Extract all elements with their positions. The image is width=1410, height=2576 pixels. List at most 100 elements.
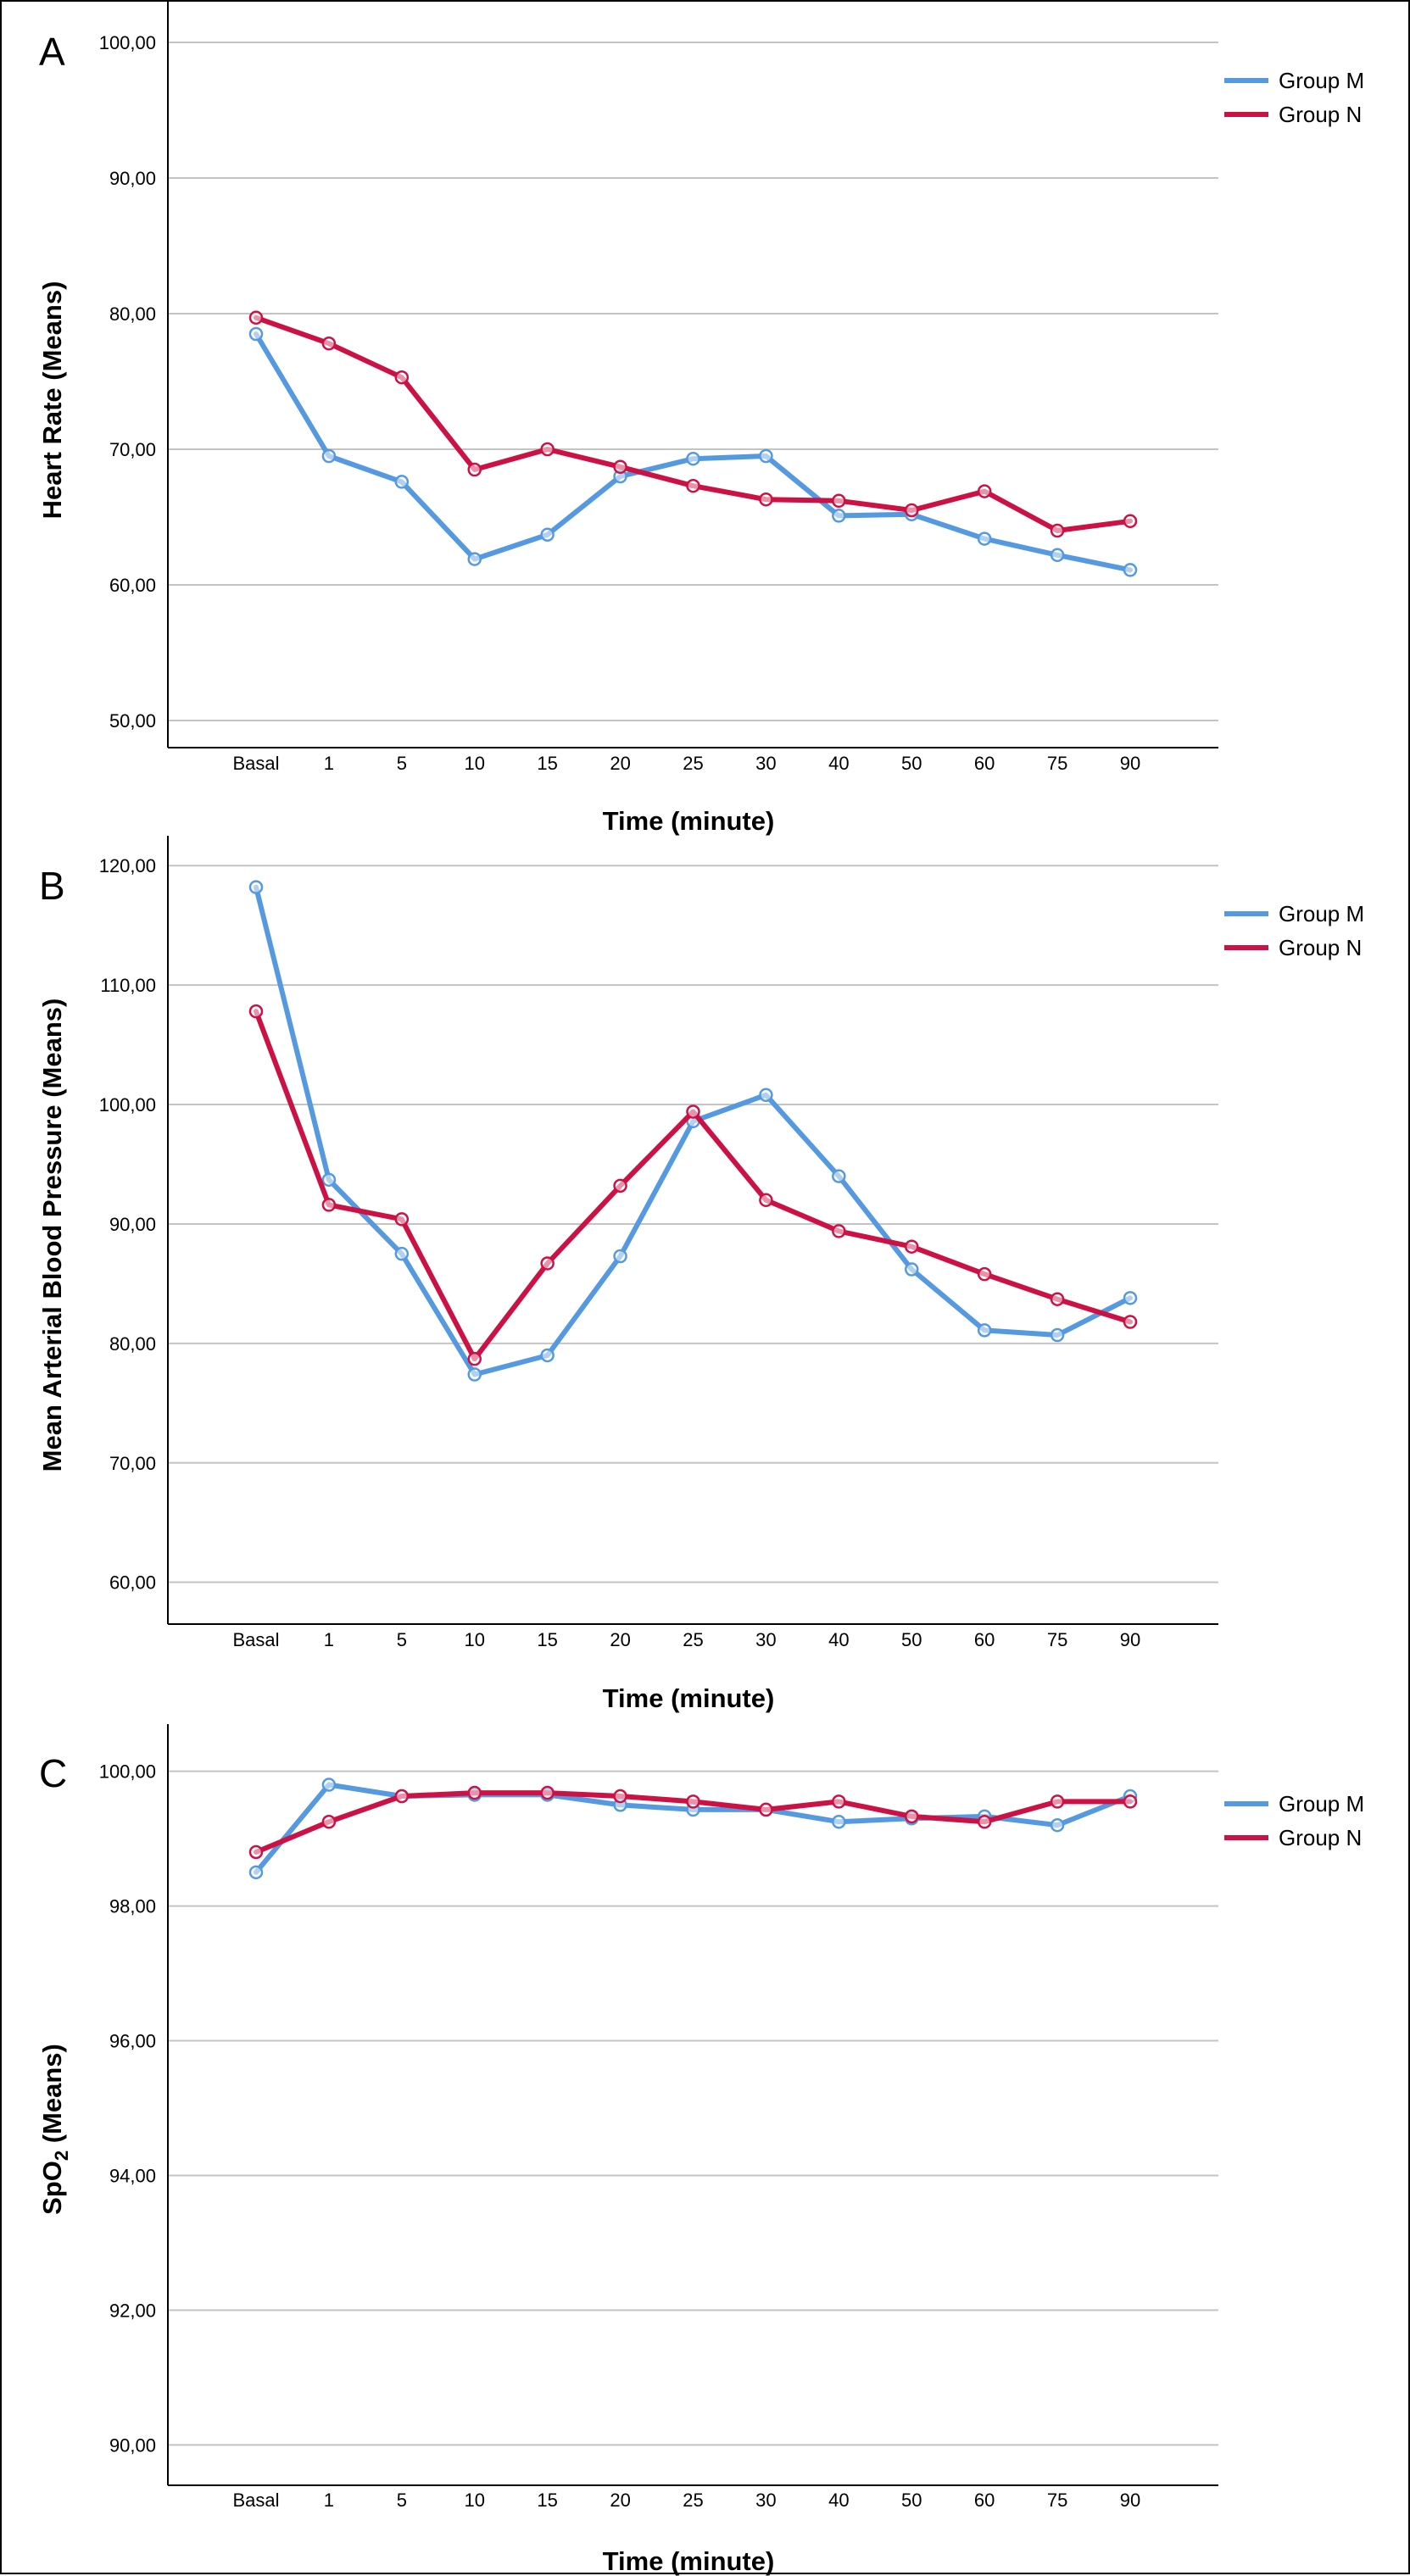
data-point-group-n-a — [759, 492, 773, 507]
x-tick-label-b: 75 — [1047, 1629, 1067, 1650]
x-tick-label-b: 25 — [683, 1629, 703, 1650]
data-point-group-n-c — [759, 1802, 773, 1817]
x-tick-label-a: 5 — [397, 753, 407, 774]
data-point-group-m-b — [1050, 1327, 1065, 1343]
panel-a: A Time (minute) Heart Rate (Means) 100,0… — [37, 2, 1364, 836]
y-tick-label-b: 60,00 — [109, 1572, 156, 1594]
x-tick-label-c: 15 — [537, 2490, 557, 2511]
x-tick-label-b: 40 — [828, 1629, 849, 1650]
series-line-group-m-b — [254, 884, 1133, 1377]
data-point-group-n-a — [832, 493, 846, 509]
panel-c: C Time (minute) SpO2 (Means) 100,00 98,00… — [37, 1724, 1364, 2576]
data-point-group-n-a — [977, 484, 992, 498]
x-tick-label-a: 25 — [683, 753, 703, 774]
y-axis-title-b: Mean Arterial Blood Pressure (Means) — [37, 999, 67, 1472]
x-tick-label-a: 15 — [537, 753, 557, 774]
data-point-group-m-a — [1050, 548, 1065, 563]
data-point-group-n-a — [248, 310, 264, 325]
data-point-group-m-b — [905, 1262, 919, 1277]
panel-letter-a: A — [39, 30, 65, 74]
x-tick-label-a: 20 — [610, 753, 630, 774]
data-point-group-n-a — [321, 336, 337, 351]
legend-label-group-m-b: Group M — [1279, 901, 1364, 926]
y-tick-label-c: 92,00 — [109, 2300, 156, 2321]
y-tick-label-a: 90,00 — [109, 168, 156, 189]
data-point-group-n-c — [613, 1789, 627, 1804]
x-tick-label-c: 90 — [1120, 2490, 1140, 2511]
series-c — [248, 1778, 1138, 1880]
x-tick-label-a: 90 — [1120, 753, 1140, 774]
data-point-group-n-b — [1123, 1315, 1138, 1329]
data-point-group-n-b — [1050, 1292, 1065, 1306]
y-axis-title-c-part-1: SpO — [37, 2161, 67, 2215]
y-tick-label-c: 98,00 — [109, 1896, 156, 1917]
y-axis-title-c-part-2: (Means) — [37, 2044, 67, 2150]
data-point-group-n-b — [832, 1224, 846, 1238]
legend-b: Group M Group N — [1224, 901, 1364, 960]
x-tick-label-b: 50 — [901, 1629, 922, 1650]
y-tick-label-c: 96,00 — [109, 2031, 156, 2052]
data-point-group-n-c — [977, 1814, 992, 1829]
x-tick-label-c: 75 — [1047, 2490, 1067, 2511]
data-point-group-n-c — [467, 1785, 482, 1800]
series-line-group-n-a — [254, 314, 1133, 533]
x-tick-label-b: 30 — [755, 1629, 776, 1650]
panel-letter-b: B — [39, 864, 65, 908]
data-point-group-n-b — [977, 1266, 992, 1282]
x-tick-label-b: 90 — [1120, 1629, 1140, 1650]
x-tick-label-b: 1 — [324, 1629, 334, 1650]
data-point-group-n-a — [1050, 523, 1065, 538]
data-point-group-m-a — [248, 326, 264, 342]
data-point-group-n-b — [248, 1004, 264, 1019]
data-point-group-n-c — [394, 1789, 410, 1804]
x-tick-label-c: 1 — [324, 2490, 334, 2511]
data-point-group-n-b — [759, 1193, 773, 1208]
data-point-group-m-b — [977, 1323, 992, 1338]
x-tick-label-c: 60 — [974, 2490, 995, 2511]
legend-label-group-n-a: Group N — [1279, 102, 1362, 127]
y-tick-label-b: 80,00 — [109, 1333, 156, 1355]
data-point-group-m-a — [1123, 563, 1138, 577]
data-point-group-n-a — [686, 478, 700, 493]
y-tick-label-b: 100,00 — [99, 1094, 156, 1116]
grid-b — [167, 836, 1218, 1625]
data-point-group-m-c — [832, 1814, 846, 1829]
x-tick-label-c: 40 — [828, 2490, 849, 2511]
grid-a — [167, 2, 1218, 748]
data-point-group-m-b — [540, 1348, 555, 1363]
data-point-group-n-b — [394, 1212, 410, 1227]
x-tick-label-a: 1 — [324, 753, 334, 774]
data-point-group-n-c — [1050, 1794, 1065, 1809]
x-tick-label-b: 15 — [537, 1629, 557, 1650]
data-point-group-m-c — [248, 1865, 264, 1880]
y-tick-label-b: 120,00 — [99, 855, 156, 876]
series-a — [248, 310, 1138, 577]
data-point-group-n-b — [321, 1198, 337, 1212]
data-point-group-m-b — [613, 1249, 627, 1264]
x-tick-label-a: 75 — [1047, 753, 1067, 774]
data-point-group-n-b — [540, 1256, 555, 1271]
x-tick-label-a: Basal — [232, 753, 279, 774]
data-point-group-n-c — [832, 1794, 846, 1809]
legend-label-group-m-a: Group M — [1279, 68, 1364, 93]
y-tick-label-c: 94,00 — [109, 2165, 156, 2186]
panel-b: B Time (minute) Mean Arterial Blood Pres… — [37, 836, 1364, 1713]
ticks-b: 120,00 110,00 100,00 90,00 80,00 70,00 60,00 Ba… — [99, 855, 1141, 1650]
data-point-group-m-a — [832, 509, 846, 523]
data-point-group-m-c — [321, 1778, 337, 1792]
x-tick-label-c: 10 — [465, 2490, 485, 2511]
x-axis-title-b: Time (minute) — [603, 1683, 775, 1713]
y-tick-label-b: 90,00 — [109, 1214, 156, 1235]
y-tick-label-c: 90,00 — [109, 2434, 156, 2456]
data-point-group-m-a — [686, 451, 700, 466]
x-tick-label-a: 10 — [465, 753, 485, 774]
data-point-group-m-b — [832, 1169, 846, 1183]
data-point-group-n-a — [1123, 514, 1138, 529]
x-tick-label-c: 50 — [901, 2490, 922, 2511]
data-point-group-m-b — [248, 880, 264, 894]
data-point-group-n-b — [467, 1351, 482, 1366]
x-tick-label-c: 5 — [397, 2490, 407, 2511]
